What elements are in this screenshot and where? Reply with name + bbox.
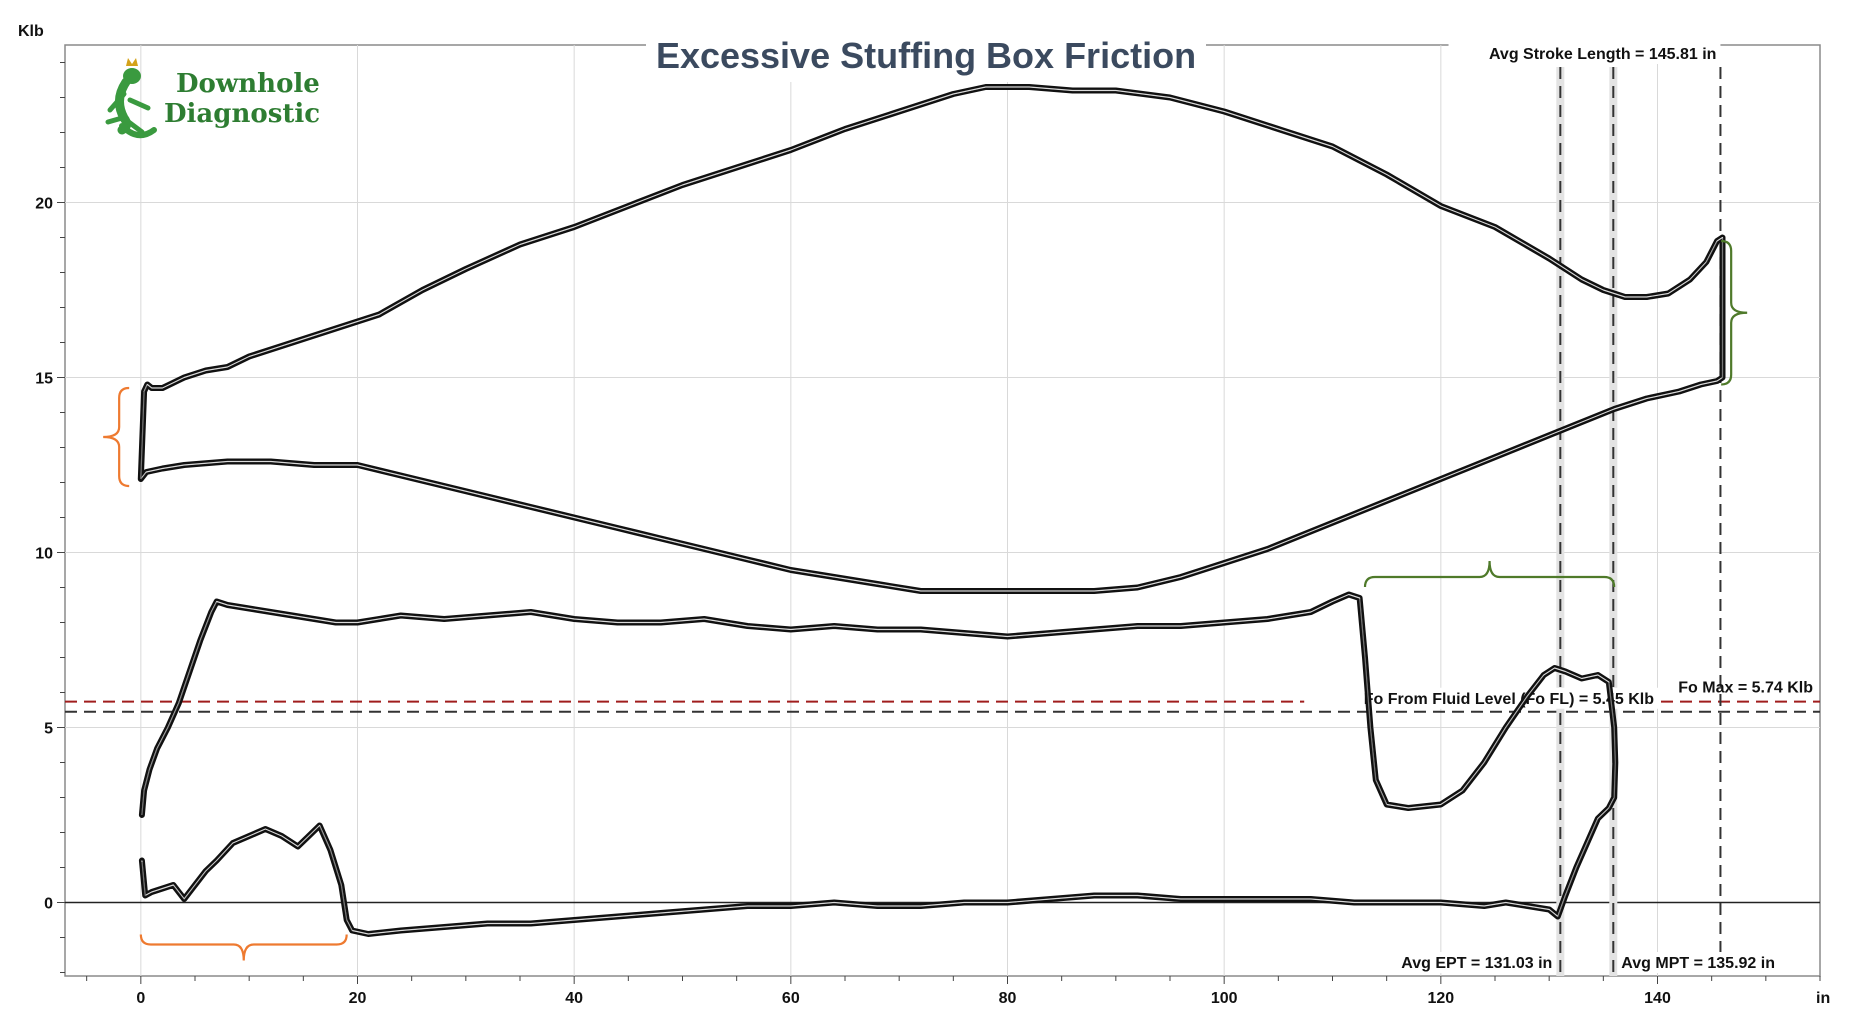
- orange-bottom-bracket: [139, 934, 348, 961]
- green-top-bracket: [1363, 560, 1616, 588]
- x-tick-label: 20: [349, 990, 367, 1007]
- y-tick-label: 10: [35, 546, 53, 563]
- x-tick-label: 60: [782, 990, 800, 1007]
- y-tick-label: 20: [35, 196, 53, 213]
- avg-ept-label: Avg EPT = 131.03 in: [1401, 955, 1552, 972]
- chart-title: Excessive Stuffing Box Friction: [656, 35, 1196, 76]
- y-axis-unit: Klb: [18, 23, 44, 40]
- logo-word: Downhole: [176, 69, 320, 99]
- x-tick-label: 100: [1211, 990, 1238, 1007]
- y-tick-label: 0: [44, 896, 53, 913]
- avg-mpt-label: Avg MPT = 135.92 in: [1621, 955, 1775, 972]
- avg-mpt-label-bg: [1617, 952, 1799, 973]
- reference-lines: Fo From Fluid Level (Fo FL) = 5.45 Klb Fo…: [65, 43, 1820, 976]
- y-tick-label: 5: [44, 721, 53, 738]
- downhole-card-echo-trace: [141, 595, 1617, 937]
- y-tick-label: 15: [35, 371, 53, 388]
- logo-word: Diagnostic: [164, 99, 320, 129]
- x-tick-label: 80: [999, 990, 1017, 1007]
- x-tick-label: 140: [1644, 990, 1671, 1007]
- orange-left-bracket: [103, 386, 130, 488]
- series-group: [137, 84, 1726, 937]
- surface-card-echo-trace: [140, 87, 1724, 594]
- ept-line-band: [1556, 67, 1565, 976]
- x-axis-unit: in: [1816, 990, 1830, 1007]
- gecko-icon: [105, 58, 157, 139]
- avg-stroke-label-bg: [1448, 43, 1721, 64]
- x-tick-label: 120: [1427, 990, 1454, 1007]
- surface-card-inner-trace: [140, 86, 1724, 592]
- fo-fl-label: Fo From Fluid Level (Fo FL) = 5.45 Klb: [1364, 691, 1654, 708]
- x-tick-label: 0: [136, 990, 145, 1007]
- fo-max-label: Fo Max = 5.74 Klb: [1678, 680, 1813, 697]
- mpt-line-band: [1609, 67, 1618, 976]
- tick-labels: 0 20 40 60 80 100 120 140 0 5 10 15 20: [35, 62, 1821, 1007]
- avg-ept-label-bg: [1375, 952, 1557, 973]
- avg-stroke-label: Avg Stroke Length = 145.81 in: [1489, 46, 1716, 63]
- x-tick-label: 40: [565, 990, 583, 1007]
- fo-fl-label-bg: [1304, 687, 1658, 709]
- title-box: [646, 34, 1206, 82]
